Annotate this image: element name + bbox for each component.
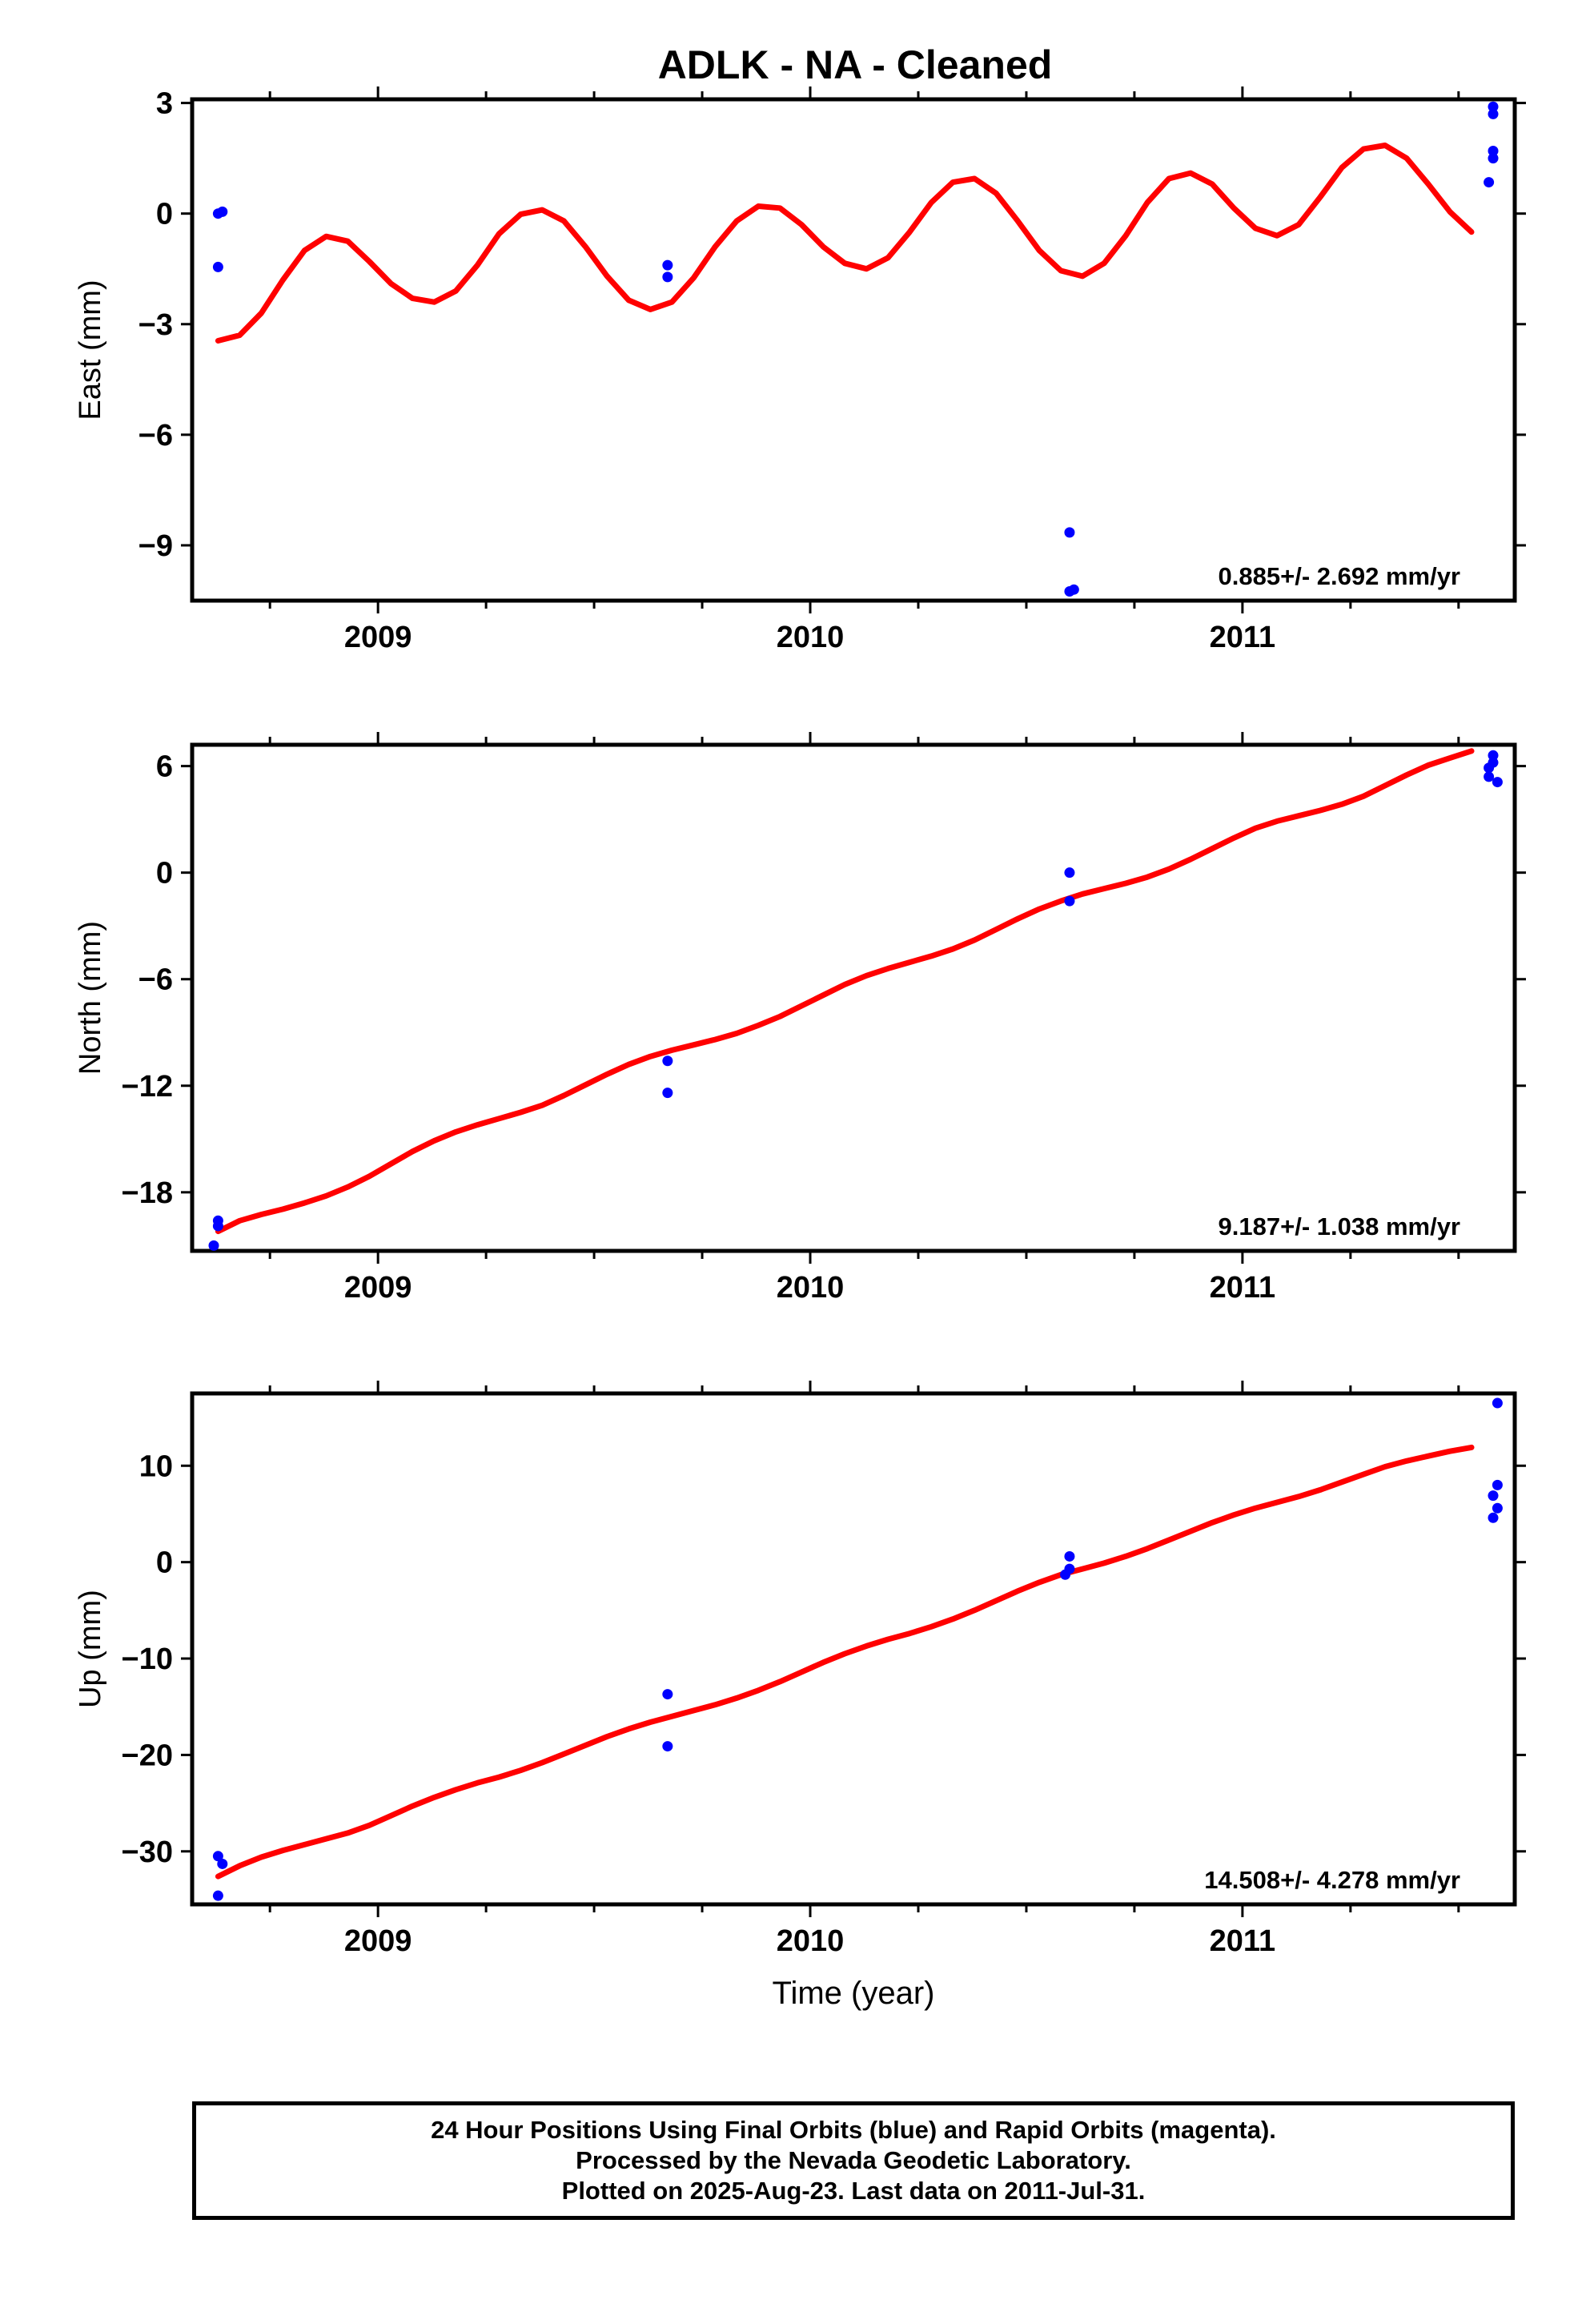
east-y-tick-label: −9 bbox=[139, 529, 173, 563]
up-y-tick-label: 10 bbox=[139, 1449, 173, 1483]
east-plot-frame bbox=[190, 97, 1517, 603]
up-data-point bbox=[1492, 1502, 1503, 1514]
north-data-point bbox=[1484, 762, 1495, 774]
east-y-tick-label: −6 bbox=[139, 419, 173, 452]
east-data-point bbox=[662, 271, 673, 283]
east-data-point bbox=[1064, 527, 1075, 538]
up-data-point bbox=[1488, 1512, 1499, 1523]
up-data-point bbox=[212, 1851, 223, 1862]
north-y-tick-label: −18 bbox=[122, 1176, 173, 1210]
up-x-axis-label: Time (year) bbox=[773, 1976, 935, 2011]
east-data-point bbox=[1488, 145, 1499, 156]
east-data-point bbox=[662, 259, 673, 271]
north-data-point bbox=[662, 1088, 673, 1099]
east-model-curve bbox=[215, 143, 1475, 344]
north-data-point bbox=[1484, 771, 1495, 782]
up-y-tick-label: −30 bbox=[122, 1835, 173, 1869]
up-rate-label: 14.508+/- 4.278 mm/yr bbox=[1204, 1866, 1460, 1894]
north-data-point bbox=[1492, 777, 1503, 788]
panels-group: 2009 2010 2011 3 0 −3 −6 −9 East (mm) 0.885+/- 2.… bbox=[74, 86, 1526, 2011]
up-data-point bbox=[1492, 1479, 1503, 1490]
east-y-axis-label: East (mm) bbox=[74, 279, 107, 420]
north-y-tick-label: −6 bbox=[139, 963, 173, 997]
up-x-tick-label: 2010 bbox=[777, 1924, 845, 1958]
east-y-tick-label: 0 bbox=[156, 198, 173, 231]
north-y-tick-label: 6 bbox=[156, 750, 173, 784]
chart-title: ADLK - NA - Cleaned bbox=[658, 42, 1053, 87]
up-model-curve bbox=[215, 1444, 1475, 1880]
note-line-plot-date: Plotted on 2025-Aug-23. Last data on 201… bbox=[561, 2177, 1146, 2205]
north-rate-label: 9.187+/- 1.038 mm/yr bbox=[1219, 1212, 1460, 1240]
up-x-tick-label: 2009 bbox=[344, 1924, 412, 1958]
north-x-tick-label: 2010 bbox=[777, 1271, 845, 1305]
up-y-tick-label: −10 bbox=[122, 1642, 173, 1676]
up-y-tick-label: 0 bbox=[156, 1546, 173, 1580]
north-plot-frame bbox=[190, 742, 1517, 1253]
note-line-processed-by: Processed by the Nevada Geodetic Laborat… bbox=[576, 2146, 1131, 2174]
north-y-axis-label: North (mm) bbox=[74, 921, 107, 1075]
up-data-point bbox=[1064, 1550, 1075, 1562]
note-line-orbits: 24 Hour Positions Using Final Orbits (bl… bbox=[431, 2116, 1276, 2144]
north-x-tick-label: 2011 bbox=[1210, 1271, 1275, 1305]
east-x-tick-label: 2010 bbox=[777, 621, 845, 654]
up-data-point bbox=[217, 1858, 228, 1869]
east-data-point bbox=[1068, 584, 1079, 595]
east-data-point bbox=[1488, 101, 1499, 112]
north-x-tick-label: 2009 bbox=[344, 1271, 412, 1305]
up-data-point bbox=[212, 1890, 223, 1901]
east-data-point bbox=[1484, 177, 1495, 188]
north-model-curve bbox=[215, 748, 1475, 1235]
east-y-tick-label: −3 bbox=[139, 308, 173, 342]
north-data-point bbox=[208, 1240, 219, 1251]
east-panel: 2009 2010 2011 3 0 −3 −6 −9 East (mm) 0.885+/- 2.… bbox=[74, 86, 1526, 654]
up-data-point bbox=[1492, 1397, 1503, 1409]
east-x-tick-label: 2011 bbox=[1210, 621, 1275, 654]
up-data-point bbox=[1488, 1490, 1499, 1502]
north-data-point bbox=[1064, 895, 1075, 907]
processing-note-box: 24 Hour Positions Using Final Orbits (bl… bbox=[192, 2101, 1515, 2220]
east-y-tick-label: 3 bbox=[156, 87, 173, 121]
north-data-point bbox=[662, 1055, 673, 1067]
up-y-axis-label: Up (mm) bbox=[74, 1590, 107, 1708]
north-data-point bbox=[1064, 867, 1075, 879]
east-data-point bbox=[212, 261, 223, 272]
east-rate-label: 0.885+/- 2.692 mm/yr bbox=[1219, 562, 1460, 590]
north-data-point bbox=[212, 1220, 223, 1232]
up-plot-frame bbox=[190, 1391, 1517, 1907]
up-panel: 2009 2010 2011 10 0 −10 −20 −30 Up (mm) Time (yea… bbox=[74, 1381, 1526, 2011]
up-x-tick-label: 2011 bbox=[1210, 1924, 1275, 1958]
up-data-point bbox=[662, 1741, 673, 1752]
east-data-point bbox=[217, 206, 228, 217]
north-y-tick-label: −12 bbox=[122, 1070, 173, 1104]
north-y-tick-label: 0 bbox=[156, 857, 173, 891]
east-x-tick-label: 2009 bbox=[344, 621, 412, 654]
east-data-point bbox=[1488, 108, 1499, 119]
up-y-tick-label: −20 bbox=[122, 1739, 173, 1772]
north-panel: 2009 2010 2011 6 0 −6 −12 −18 North (mm) 9.187+/-… bbox=[74, 732, 1526, 1305]
east-data-point bbox=[1488, 153, 1499, 164]
up-data-point bbox=[1060, 1569, 1071, 1580]
up-data-point bbox=[662, 1689, 673, 1700]
